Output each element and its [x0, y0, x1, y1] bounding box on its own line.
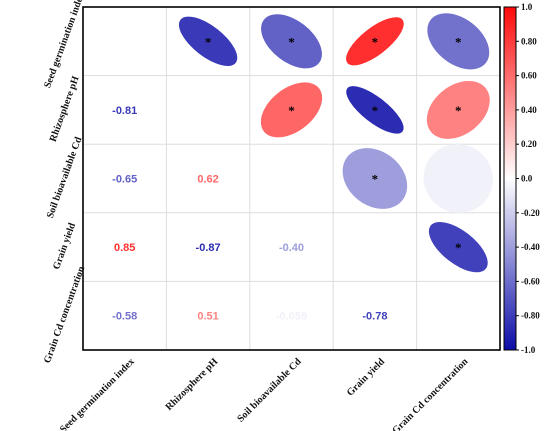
colorbar-tick-label: -0.60 — [521, 276, 540, 286]
correlation-value: -0.81 — [112, 105, 137, 117]
correlation-ellipse — [346, 86, 404, 134]
correlation-value: -0.87 — [196, 242, 221, 254]
y-axis-label: Grain yield — [51, 221, 78, 271]
correlation-ellipse — [426, 80, 490, 139]
correlation-ellipse — [346, 17, 404, 66]
y-axis-label: Grain Cd concentration — [42, 265, 87, 365]
colorbar-tick-label: 0.40 — [521, 105, 537, 115]
y-axis-label: Seed germination index — [42, 0, 87, 90]
correlation-ellipse — [428, 221, 488, 273]
significance-marker: * — [455, 34, 462, 49]
plot-frame — [82, 6, 501, 351]
significance-marker: * — [372, 172, 379, 187]
colorbar-tick-label: -0.40 — [521, 242, 540, 252]
correlation-ellipse — [260, 82, 323, 138]
colorbar — [503, 6, 517, 351]
correlation-ellipse — [261, 14, 322, 69]
colorbar-tick-label: 0.60 — [521, 71, 537, 81]
colorbar-tick-label: 0.80 — [521, 36, 537, 46]
correlation-value: -0.40 — [279, 242, 304, 254]
x-axis-label: Seed germination index — [58, 356, 137, 431]
y-axis-label: Soil bioavailable Cd — [45, 135, 85, 220]
correlation-ellipse — [342, 148, 408, 209]
correlation-value: 0.85 — [114, 242, 135, 254]
correlation-value: 0.51 — [197, 311, 218, 323]
colorbar-tick-label: -0.80 — [521, 311, 540, 321]
colorbar-tick-label: -0.20 — [521, 208, 540, 218]
colorbar-tick-label: 0.0 — [521, 174, 533, 184]
correlation-ellipse — [427, 13, 490, 70]
significance-marker: * — [288, 34, 295, 49]
x-axis-label: Soil bioavailable Cd — [235, 356, 304, 425]
correlation-value: -0.059 — [276, 311, 307, 323]
colorbar-tick-label: 0.20 — [521, 139, 537, 149]
significance-marker: * — [205, 34, 212, 49]
correlation-ellipse — [178, 16, 238, 66]
colorbar-tick-label: 1.0 — [521, 2, 533, 12]
correlation-ellipse — [423, 144, 493, 213]
significance-marker: * — [455, 103, 462, 118]
significance-marker: * — [372, 34, 379, 49]
x-axis-label: Rhizosphere pH — [164, 356, 221, 413]
correlation-value: -0.58 — [112, 311, 137, 323]
significance-marker: * — [455, 240, 462, 255]
x-axis-label: Grain yield — [345, 356, 387, 398]
significance-marker: * — [288, 103, 295, 118]
correlation-value: -0.65 — [112, 174, 137, 186]
correlation-value: -0.78 — [362, 311, 387, 323]
colorbar-tick-label: -1.0 — [521, 345, 536, 355]
significance-marker: * — [372, 103, 379, 118]
x-axis-label: Grain Cd concentration — [390, 356, 470, 431]
correlation-value: 0.62 — [197, 174, 218, 186]
